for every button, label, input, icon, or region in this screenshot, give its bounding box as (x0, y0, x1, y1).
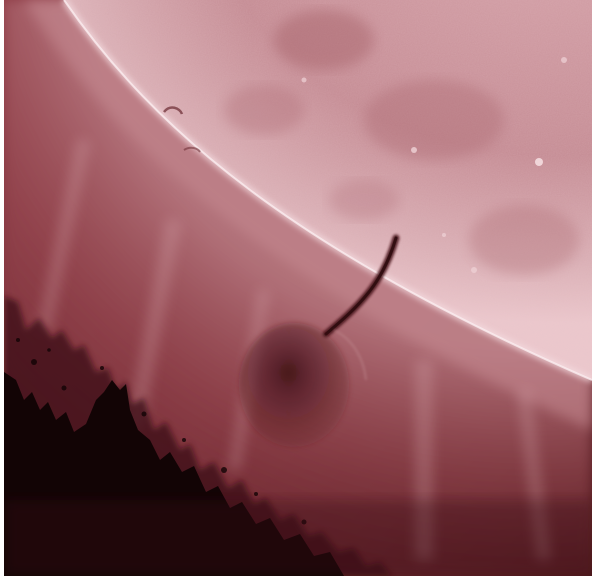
small-filament (163, 106, 184, 115)
filament-wisp (333, 329, 367, 381)
bottom-shade (4, 500, 592, 576)
erupting-filament-core (324, 236, 398, 336)
silhouette-speckles (16, 338, 307, 525)
solar-image (4, 0, 592, 576)
limb-edge-core (63, 0, 592, 381)
small-filament-2 (183, 146, 201, 153)
dark-blob (239, 323, 349, 447)
solar-scene (4, 0, 592, 576)
